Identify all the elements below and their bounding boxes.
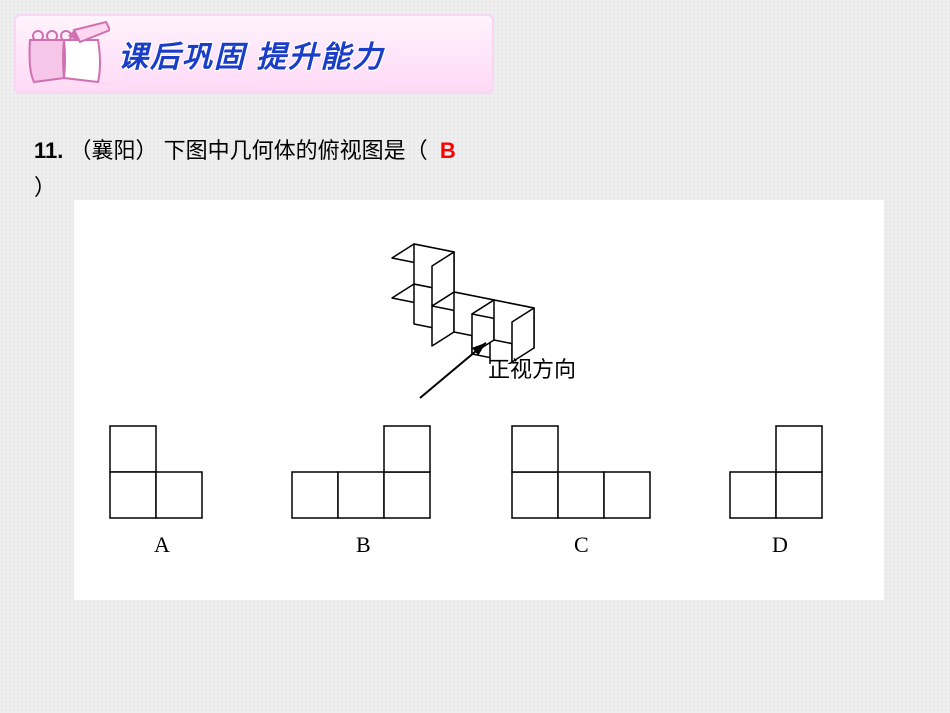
notebook-pencil-icon: [20, 20, 110, 88]
figure-panel: 正视方向 A B C D: [74, 200, 884, 600]
options-diagrams: [74, 420, 884, 590]
question-stem-2: ）: [34, 175, 56, 200]
answer-letter: B: [440, 138, 456, 163]
question-source: （襄阳）: [70, 138, 158, 163]
option-letter-d: D: [772, 532, 788, 558]
question-text-line-1: 11. （襄阳） 下图中几何体的俯视图是（ B: [34, 132, 916, 169]
section-banner: 课后巩固 提升能力: [14, 14, 494, 94]
view-direction-label: 正视方向: [488, 352, 576, 384]
banner-title: 课后巩固 提升能力: [118, 32, 384, 76]
option-letter-c: C: [574, 532, 589, 558]
option-letter-b: B: [356, 532, 371, 558]
question-stem-1: 下图中几何体的俯视图是（: [164, 138, 428, 163]
option-letter-a: A: [154, 532, 170, 558]
answer-options: A B C D: [74, 420, 884, 590]
question-number: 11.: [34, 138, 63, 163]
view-direction-arrow: [404, 328, 494, 408]
question-block: 11. （襄阳） 下图中几何体的俯视图是（ B ）: [34, 132, 916, 207]
